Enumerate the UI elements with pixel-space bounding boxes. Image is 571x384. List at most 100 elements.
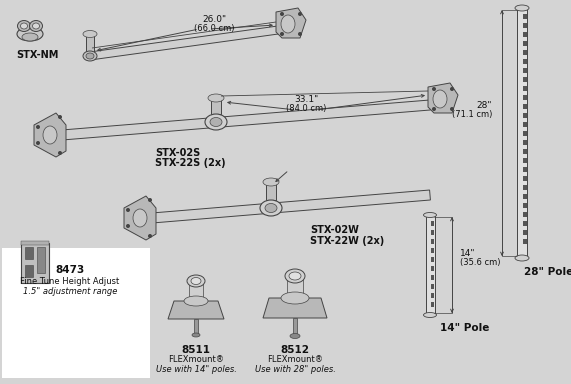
- Text: 14" Pole: 14" Pole: [440, 323, 489, 333]
- Text: Use with 14" poles.: Use with 14" poles.: [155, 364, 236, 374]
- Bar: [426, 215, 435, 315]
- Ellipse shape: [281, 15, 295, 33]
- Bar: [523, 104, 527, 109]
- Bar: [37, 247, 45, 273]
- Bar: [523, 194, 527, 199]
- Polygon shape: [276, 8, 306, 38]
- Ellipse shape: [263, 178, 279, 186]
- Bar: [523, 41, 527, 46]
- Text: 8512: 8512: [280, 345, 309, 355]
- Text: STX-22W (2x): STX-22W (2x): [310, 236, 384, 246]
- Ellipse shape: [133, 209, 147, 227]
- Ellipse shape: [33, 23, 39, 29]
- Text: 8473: 8473: [55, 265, 85, 275]
- Text: Use with 28" poles.: Use with 28" poles.: [255, 364, 335, 374]
- Circle shape: [432, 107, 436, 111]
- Text: 28": 28": [477, 101, 492, 109]
- Polygon shape: [151, 190, 431, 223]
- Bar: [2, 248, 150, 378]
- Bar: [287, 276, 303, 298]
- Bar: [523, 185, 527, 190]
- Bar: [431, 221, 434, 226]
- Bar: [523, 131, 527, 136]
- Bar: [523, 68, 527, 73]
- Ellipse shape: [205, 114, 227, 130]
- Bar: [189, 281, 203, 301]
- Ellipse shape: [83, 51, 97, 61]
- Ellipse shape: [424, 313, 436, 318]
- Bar: [523, 176, 527, 181]
- Text: STX-02S: STX-02S: [155, 148, 200, 158]
- Bar: [523, 59, 527, 64]
- Bar: [523, 23, 527, 28]
- Ellipse shape: [83, 30, 97, 38]
- Polygon shape: [34, 113, 66, 157]
- Text: STX-22S (2x): STX-22S (2x): [155, 158, 226, 168]
- Bar: [523, 212, 527, 217]
- Bar: [431, 230, 434, 235]
- Text: 28" Pole: 28" Pole: [524, 267, 571, 277]
- Bar: [523, 203, 527, 208]
- Bar: [523, 95, 527, 100]
- Polygon shape: [168, 301, 224, 319]
- Ellipse shape: [290, 333, 300, 339]
- Circle shape: [58, 151, 62, 155]
- Text: 33.1": 33.1": [294, 96, 318, 104]
- Bar: [211, 98, 221, 114]
- Circle shape: [450, 107, 454, 111]
- Bar: [431, 248, 434, 253]
- Ellipse shape: [208, 94, 224, 102]
- Bar: [523, 230, 527, 235]
- Text: 8511: 8511: [182, 345, 211, 355]
- Text: (66.0 cm): (66.0 cm): [194, 23, 234, 33]
- Text: (71.1 cm): (71.1 cm): [452, 109, 492, 119]
- Ellipse shape: [285, 269, 305, 283]
- Bar: [293, 318, 297, 336]
- Ellipse shape: [210, 118, 222, 126]
- Bar: [431, 302, 434, 307]
- Text: 14": 14": [460, 248, 476, 258]
- Text: FLEXmount®: FLEXmount®: [267, 356, 323, 364]
- Circle shape: [126, 208, 130, 212]
- Text: Fine Tune Height Adjust: Fine Tune Height Adjust: [21, 278, 120, 286]
- Text: FLEXmount®: FLEXmount®: [168, 356, 224, 364]
- Bar: [523, 86, 527, 91]
- Circle shape: [126, 224, 130, 228]
- Ellipse shape: [86, 53, 94, 59]
- Bar: [266, 182, 276, 200]
- Polygon shape: [90, 26, 279, 60]
- Bar: [523, 113, 527, 118]
- Bar: [523, 239, 527, 244]
- Ellipse shape: [281, 292, 309, 304]
- Ellipse shape: [18, 20, 30, 31]
- Bar: [21, 243, 49, 283]
- Circle shape: [280, 12, 284, 16]
- Bar: [523, 14, 527, 19]
- Ellipse shape: [515, 255, 529, 261]
- Text: (84.0 cm): (84.0 cm): [286, 104, 326, 114]
- Bar: [86, 34, 94, 52]
- Text: (35.6 cm): (35.6 cm): [460, 258, 501, 266]
- Ellipse shape: [424, 212, 436, 217]
- Bar: [431, 257, 434, 262]
- Ellipse shape: [43, 126, 57, 144]
- Circle shape: [36, 125, 40, 129]
- Circle shape: [148, 234, 152, 238]
- Ellipse shape: [265, 204, 277, 212]
- Ellipse shape: [17, 27, 43, 41]
- Text: 26.0": 26.0": [202, 15, 226, 23]
- Ellipse shape: [184, 296, 208, 306]
- Polygon shape: [124, 196, 156, 240]
- Circle shape: [298, 32, 302, 36]
- Ellipse shape: [191, 278, 201, 285]
- Circle shape: [148, 198, 152, 202]
- Polygon shape: [263, 298, 327, 318]
- Circle shape: [36, 141, 40, 145]
- Bar: [194, 319, 198, 335]
- Circle shape: [450, 87, 454, 91]
- Ellipse shape: [515, 5, 529, 11]
- Bar: [25, 247, 33, 259]
- Bar: [21, 241, 49, 245]
- Bar: [523, 50, 527, 55]
- Bar: [431, 275, 434, 280]
